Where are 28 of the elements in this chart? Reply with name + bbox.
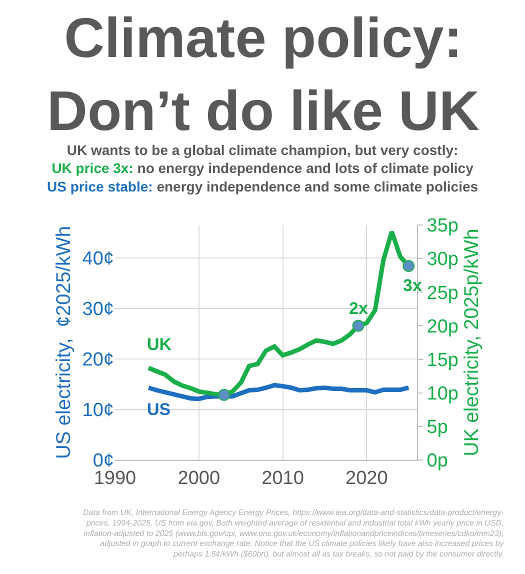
y-tick-label: 10¢ [82,400,114,422]
y2-tick-label: 20p [426,316,459,338]
y2-tick-label: 0p [426,450,448,472]
x-tick-label: 2000 [178,468,220,489]
x-tick-label: 2010 [262,468,304,489]
text: Data from UK, International Energy Agency Energy Prices, https://www.iea.org/data-and-statistics/data-product/energy-prices, 1994-2025, US from eia.gov, Both weighted average of residential and industrial total kWh yearly price in USD, inflation-adjusted to 2025 (www.bls.gov/cpi, www.ons.gov.uk/economy/inflationandpriceindices/timeseries/cdko/mm23), adjusted in graph to current exchange rate. Notice that the US climate policies likely have also increased prices by perhaps 1.5¢/kWh ($60bn), but almost all as tax breaks, so not paid by the consumer directly. [83,508,505,559]
line-series [146,382,411,402]
y2-tick-label: 25p [426,282,459,304]
y2-tick-label: 35p [426,216,459,237]
annotation: 3x [403,276,422,295]
chart-title: Climate policy: Don’t do like UK [47,6,480,142]
series-label: US [147,400,171,419]
chart-subtitle: UK wants to be a global climate champion, but very costly: UK price 3x: no energy independence and lots of climate policy US price stable: energy independence and some climate policies [47,142,478,194]
point [352,320,364,332]
y-axis-title: US electricity, ¢2025/kWh [52,226,75,460]
y2-tick-label: 10p [426,384,459,405]
y2-tick-label: 15p [426,350,459,371]
y-tick-label: 20¢ [82,350,114,371]
y-tick-label: 40¢ [82,248,114,270]
y2-tick-label: 30p [426,249,459,270]
y-tick-label: 30¢ [82,299,114,320]
point [402,260,415,272]
x-tick-label: 2020 [346,468,388,489]
series-label: UK [147,335,172,354]
annotation: 2x [349,299,368,318]
y2-axis-title: UK electricity, 2025p/kWh [461,228,484,456]
y2-tick-label: 5p [426,417,448,438]
point [218,388,230,401]
